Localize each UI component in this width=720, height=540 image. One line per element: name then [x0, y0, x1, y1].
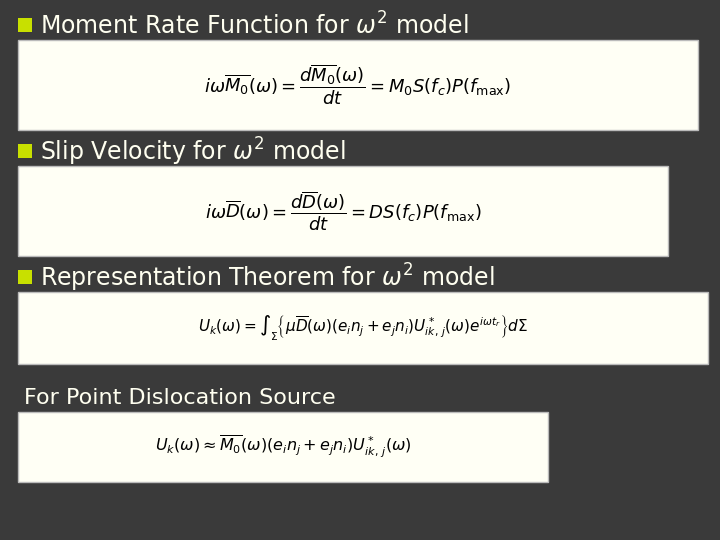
- FancyBboxPatch shape: [18, 412, 548, 482]
- Text: $U_k(\omega) = \int_{\Sigma} \left\{ \mu\overline{D}(\omega)(e_i n_j + e_j n_i)U: $U_k(\omega) = \int_{\Sigma} \left\{ \mu…: [198, 314, 528, 342]
- Text: Representation Theorem for $\omega^2$ model: Representation Theorem for $\omega^2$ mo…: [40, 262, 495, 294]
- FancyBboxPatch shape: [18, 292, 708, 364]
- Text: Moment Rate Function for $\omega^2$ model: Moment Rate Function for $\omega^2$ mode…: [40, 12, 469, 39]
- Text: Slip Velocity for $\omega^2$ model: Slip Velocity for $\omega^2$ model: [40, 136, 346, 168]
- Bar: [18, 144, 32, 158]
- FancyBboxPatch shape: [18, 40, 698, 130]
- Text: $U_k(\omega) \approx \overline{M_0}(\omega)(e_i n_j + e_j n_i)U^*_{ik,\,j}(\omeg: $U_k(\omega) \approx \overline{M_0}(\ome…: [155, 434, 411, 460]
- Text: For Point Dislocation Source: For Point Dislocation Source: [24, 388, 336, 408]
- FancyBboxPatch shape: [18, 166, 668, 256]
- Bar: [18, 18, 32, 32]
- Text: $i\omega\overline{D}(\omega) = \dfrac{d\overline{D}(\omega)}{dt} = DS(f_c)P(f_{\: $i\omega\overline{D}(\omega) = \dfrac{d\…: [204, 190, 481, 233]
- Bar: [18, 270, 32, 284]
- Text: $i\omega\overline{M_0}(\omega) = \dfrac{d\overline{M_0}(\omega)}{dt} = M_0 S(f_c: $i\omega\overline{M_0}(\omega) = \dfrac{…: [204, 63, 512, 107]
